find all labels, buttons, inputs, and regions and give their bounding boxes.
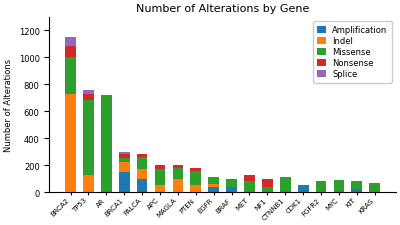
Bar — [155, 169, 165, 186]
Bar — [190, 168, 201, 171]
Y-axis label: Number of Alterations: Number of Alterations — [4, 58, 13, 151]
Bar — [83, 90, 94, 94]
Bar — [137, 169, 148, 179]
Bar — [137, 155, 148, 157]
Bar — [119, 152, 130, 155]
Bar — [298, 186, 308, 192]
Legend: Amplification, Indel, Missense, Nonsense, Splice: Amplification, Indel, Missense, Nonsense… — [313, 22, 392, 83]
Bar — [208, 187, 219, 192]
Bar — [119, 155, 130, 159]
Bar — [208, 178, 219, 184]
Bar — [172, 168, 183, 179]
Bar — [262, 180, 273, 187]
Bar — [369, 183, 380, 192]
Bar — [226, 187, 237, 192]
Bar — [83, 101, 94, 175]
Bar — [316, 182, 326, 192]
Bar — [172, 179, 183, 192]
Bar — [119, 159, 130, 163]
Bar — [226, 179, 237, 187]
Bar — [172, 165, 183, 168]
Bar — [83, 175, 94, 192]
Bar — [101, 96, 112, 192]
Bar — [83, 94, 94, 101]
Bar — [119, 172, 130, 192]
Bar — [155, 186, 165, 192]
Bar — [190, 171, 201, 186]
Bar — [190, 186, 201, 192]
Bar — [65, 94, 76, 192]
Bar — [119, 163, 130, 172]
Bar — [352, 189, 362, 192]
Title: Number of Alterations by Gene: Number of Alterations by Gene — [136, 4, 309, 14]
Bar — [65, 58, 76, 94]
Bar — [352, 182, 362, 189]
Bar — [244, 182, 255, 192]
Bar — [137, 157, 148, 169]
Bar — [137, 179, 148, 192]
Bar — [155, 165, 165, 169]
Bar — [244, 175, 255, 182]
Bar — [280, 178, 291, 192]
Bar — [65, 38, 76, 47]
Bar — [65, 47, 76, 58]
Bar — [262, 187, 273, 192]
Bar — [334, 180, 344, 192]
Bar — [208, 184, 219, 187]
